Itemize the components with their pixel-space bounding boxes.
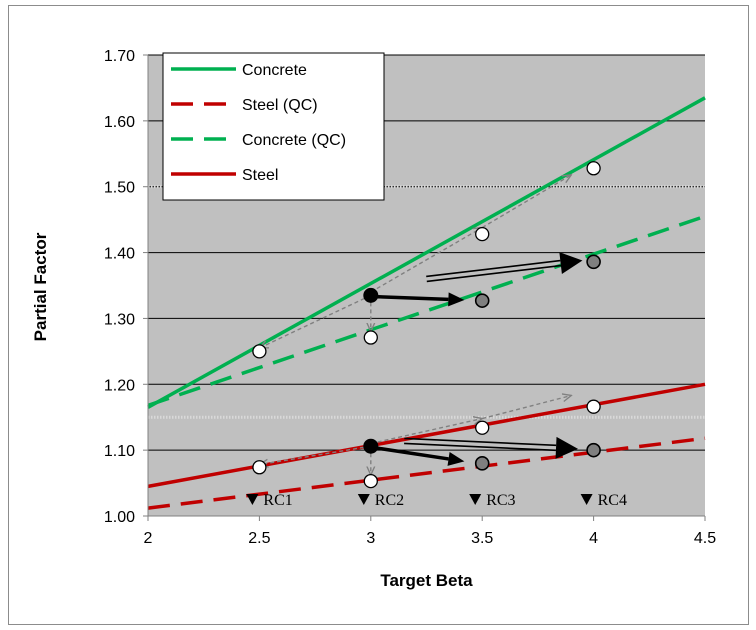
rc-label: RC3 xyxy=(486,492,515,509)
legend-label: Concrete (QC) xyxy=(242,132,346,149)
y-tick-label: 1.50 xyxy=(104,180,135,197)
y-tick-label: 1.00 xyxy=(104,509,135,526)
legend-label: Steel xyxy=(242,167,278,184)
data-point-open xyxy=(363,473,378,489)
solid-arrow-shaft xyxy=(377,446,449,461)
data-point-open xyxy=(252,460,267,475)
y-tick-label: 1.30 xyxy=(104,311,135,328)
rc-marker-triangle xyxy=(357,494,370,505)
data-point-filled xyxy=(363,438,379,454)
double-arrow-head xyxy=(559,252,583,274)
y-tick-label: 1.40 xyxy=(104,246,135,263)
series-line xyxy=(147,96,706,409)
dashed-arrow xyxy=(482,395,571,420)
data-point-open xyxy=(475,226,490,242)
x-tick-label: 3.5 xyxy=(471,530,493,547)
data-point-grey xyxy=(474,456,490,471)
rc-label: RC2 xyxy=(375,492,404,509)
y-tick-label: 1.60 xyxy=(104,114,135,131)
data-point-filled xyxy=(363,287,379,303)
series-line xyxy=(147,436,706,510)
y-tick-label: 1.70 xyxy=(104,48,135,65)
solid-arrow-shaft xyxy=(377,294,449,302)
dashed-arrow xyxy=(370,228,482,293)
data-point-open xyxy=(252,344,267,359)
series-line xyxy=(147,382,706,489)
double-arrow-shaft xyxy=(404,442,556,452)
dashed-arrow xyxy=(259,445,371,464)
rc-label: RC1 xyxy=(263,492,292,509)
data-point-grey xyxy=(586,442,601,458)
y-tick-label: 1.20 xyxy=(104,377,135,394)
double-arrow-shaft xyxy=(404,437,557,447)
solid-arrow-head xyxy=(447,452,465,466)
data-point-grey xyxy=(474,293,490,308)
x-tick-label: 2 xyxy=(144,530,153,547)
double-arrow-head xyxy=(555,436,579,459)
dashed-arrow xyxy=(370,419,482,445)
legend-label: Concrete xyxy=(242,62,307,79)
dashed-arrow xyxy=(481,175,571,229)
data-point-grey xyxy=(586,254,601,270)
x-tick-label: 2.5 xyxy=(248,530,270,547)
x-tick-label: 3 xyxy=(366,530,375,547)
x-tick-label: 4 xyxy=(589,530,598,547)
double-arrow-shaft xyxy=(426,259,561,278)
legend-label: Steel (QC) xyxy=(242,97,318,114)
y-tick-label: 1.10 xyxy=(104,443,135,460)
double-arrow-shaft xyxy=(426,264,561,283)
data-point-open xyxy=(363,330,378,345)
y-axis-title: Partial Factor xyxy=(31,232,50,341)
x-axis-title: Target Beta xyxy=(380,571,473,590)
rc-marker-triangle xyxy=(580,494,593,505)
x-tick-label: 4.5 xyxy=(694,530,716,547)
rc-marker-triangle xyxy=(469,494,482,505)
rc-label: RC4 xyxy=(598,492,627,509)
data-point-open xyxy=(586,399,601,414)
legend: Concrete Steel (QC) Concrete (QC) Steel xyxy=(162,52,385,201)
solid-arrow-head xyxy=(448,292,465,307)
data-point-open xyxy=(475,420,490,435)
rc-marker-triangle xyxy=(246,494,259,505)
data-point-open xyxy=(586,161,601,176)
